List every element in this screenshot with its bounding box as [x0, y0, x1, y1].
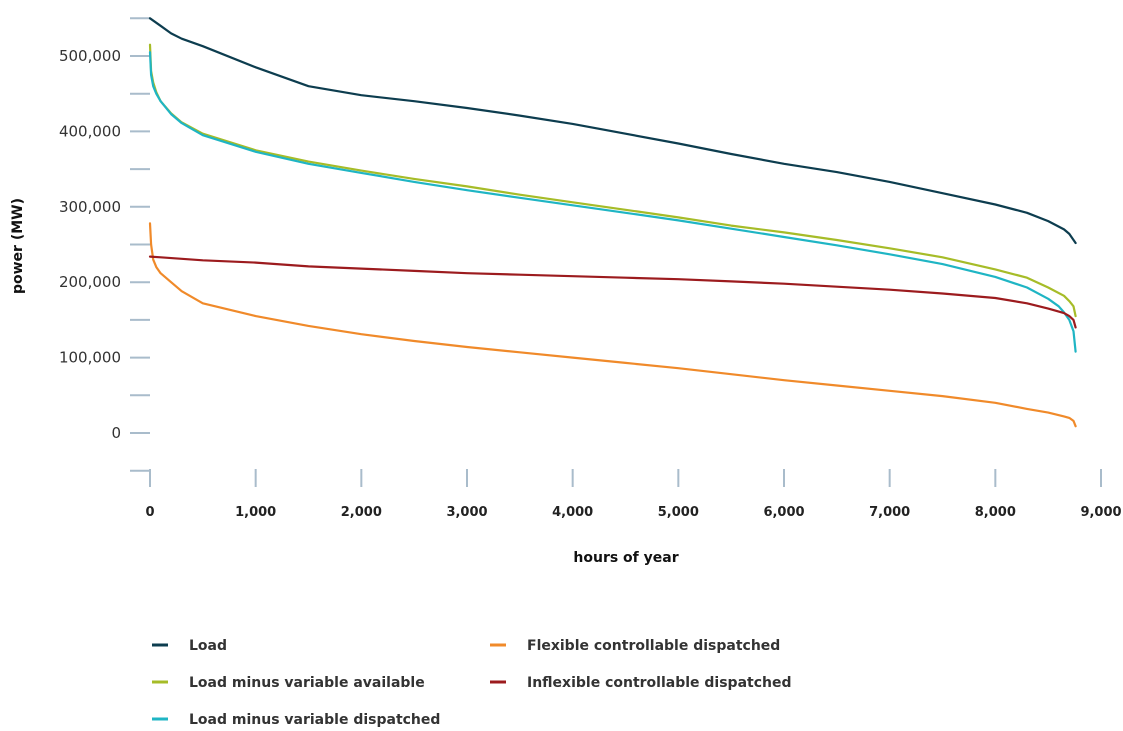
y-tick-label: 100,000 [59, 349, 121, 367]
legend-label: Load [189, 638, 227, 654]
legend-label: Load minus variable dispatched [189, 712, 440, 728]
y-tick-label: 0 [111, 424, 121, 442]
series-line-2 [148, 51, 1077, 353]
y-axis-title: power (MW) [10, 198, 26, 294]
legend-label: Load minus variable available [189, 675, 425, 691]
y-tick-label: 400,000 [59, 122, 121, 140]
x-tick-label: 3,000 [446, 505, 487, 520]
y-tick-label: 500,000 [59, 47, 121, 65]
x-tick-label: 0 [145, 505, 154, 520]
x-tick-label: 4,000 [552, 505, 593, 520]
y-axis: 0 100,000 200,000 300,000 400,000 500,000 [59, 17, 151, 476]
series-layer [148, 17, 1077, 428]
series-line-4 [148, 255, 1077, 329]
series-line-3 [148, 222, 1077, 428]
legend-label: Flexible controllable dispatched [527, 638, 780, 654]
series-line-0 [148, 17, 1077, 245]
x-tick-label: 9,000 [1080, 505, 1121, 520]
x-tick-label: 8,000 [975, 505, 1016, 520]
y-tick-label: 300,000 [59, 198, 121, 216]
legend: Load Load minus variable available Load mi… [152, 638, 792, 728]
x-tick-label: 1,000 [235, 505, 276, 520]
x-tick-label: 6,000 [763, 505, 804, 520]
x-tick-label: 5,000 [658, 505, 699, 520]
y-tick-label: 200,000 [59, 273, 121, 291]
x-axis-title: hours of year [573, 550, 678, 566]
series-line-1 [148, 43, 1077, 318]
x-tick-label: 7,000 [869, 505, 910, 520]
x-axis: 0 1,000 2,000 3,000 4,000 5,000 6,000 7,000 8,00… [145, 469, 1122, 520]
legend-label: Inflexible controllable dispatched [527, 675, 792, 691]
x-tick-label: 2,000 [341, 505, 382, 520]
